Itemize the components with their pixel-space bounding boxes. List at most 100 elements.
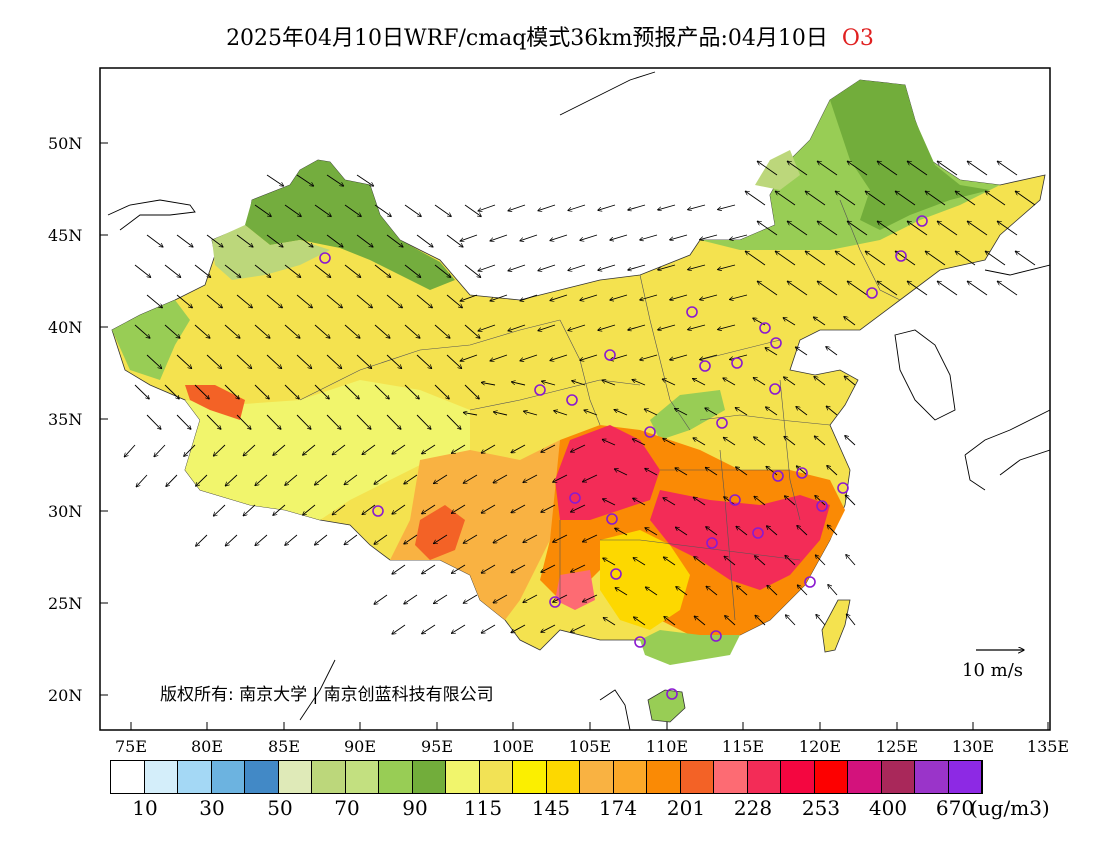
wind-arrow-icon — [434, 474, 448, 484]
station-circle-icon — [895, 250, 907, 262]
wind-arrow-icon — [255, 474, 268, 486]
wind-arrow-icon — [254, 324, 270, 338]
wind-arrow-icon — [176, 414, 191, 429]
wind-arrow-icon — [877, 281, 898, 296]
wind-arrow-icon — [827, 525, 838, 536]
zone-red-sichuan — [555, 425, 660, 520]
wind-arrow-icon — [572, 381, 586, 386]
colorbar — [110, 760, 983, 794]
lon-label-105e: 105E — [568, 737, 612, 756]
wind-arrow-icon — [481, 564, 496, 573]
wind-arrow-icon — [553, 594, 568, 602]
colorbar-swatch — [446, 761, 480, 793]
wind-arrow-icon — [603, 558, 616, 566]
wind-arrow-icon — [404, 594, 418, 604]
wind-arrow-icon — [464, 264, 481, 277]
wind-arrow-icon — [196, 474, 208, 486]
wind-arrow-icon — [664, 617, 676, 626]
wind-arrow-icon — [997, 221, 1018, 236]
wind-arrow-icon — [736, 526, 748, 536]
wind-arrow-icon — [847, 161, 868, 176]
wind-arrow-icon — [817, 221, 838, 236]
colorbar-swatch — [144, 761, 178, 793]
lon-label-120e: 120E — [798, 737, 842, 756]
zone-orange-southwest — [390, 440, 570, 620]
wind-arrow-icon — [835, 191, 856, 206]
province-boundaries — [299, 199, 901, 621]
wind-arrow-icon — [663, 438, 676, 446]
wind-arrow-icon — [602, 439, 616, 446]
wind-arrow-icon — [670, 234, 688, 240]
wind-arrow-icon — [583, 534, 598, 542]
wind-arrow-icon — [416, 354, 432, 369]
station-circle-icon — [686, 306, 698, 318]
wind-arrow-icon — [663, 557, 676, 566]
lat-label-30n: 30N — [48, 502, 83, 521]
wind-arrow-icon — [757, 221, 778, 236]
wind-arrow-icon — [176, 294, 192, 308]
wind-arrows — [124, 161, 1036, 634]
wind-arrow-icon — [404, 534, 418, 544]
wind-arrow-icon — [463, 534, 478, 543]
wind-arrow-icon — [303, 504, 316, 515]
wind-arrow-icon — [583, 474, 598, 482]
wind-arrow-icon — [797, 585, 808, 596]
wind-arrow-icon — [784, 496, 796, 506]
wind-arrow-icon — [603, 499, 616, 506]
lon-label-135e: 135E — [1026, 737, 1070, 756]
wind-arrow-icon — [266, 414, 281, 429]
wind-arrow-icon — [997, 161, 1018, 176]
wind-arrow-icon — [266, 174, 284, 186]
wind-arrow-icon — [828, 585, 838, 596]
station-circle-icon — [604, 349, 616, 361]
wind-arrow-icon — [814, 377, 826, 386]
wind-arrow-icon — [478, 264, 496, 271]
station-circle-icon — [549, 596, 561, 608]
lon-label-95e: 95E — [420, 737, 454, 756]
wind-arrow-icon — [481, 444, 496, 453]
wind-arrow-icon — [845, 495, 856, 506]
wind-arrow-icon — [490, 234, 508, 241]
wind-arrow-icon — [745, 191, 766, 206]
wind-arrow-icon — [846, 555, 856, 566]
wind-arrow-icon — [206, 354, 222, 369]
station-circle-icon — [666, 688, 678, 700]
lat-label-35n: 35N — [48, 410, 83, 429]
wind-arrow-icon — [374, 264, 391, 277]
colorbar-swatch — [312, 761, 346, 793]
wind-arrow-icon — [416, 414, 431, 429]
wind-arrow-icon — [404, 264, 421, 277]
wind-arrow-icon — [254, 384, 269, 399]
station-circle-icon — [759, 322, 771, 334]
wind-arrow-icon — [164, 384, 179, 399]
colorbar-label-10: 10 — [132, 796, 158, 820]
wind-arrow-icon — [478, 324, 496, 331]
station-circle-icon — [610, 568, 622, 580]
colorbar-swatch — [479, 761, 513, 793]
wind-arrow-icon — [767, 585, 778, 596]
wind-arrow-icon — [508, 204, 526, 211]
wind-arrow-icon — [787, 161, 808, 176]
wind-arrow-icon — [844, 317, 856, 326]
wind-arrow-icon — [755, 556, 766, 566]
wind-arrow-icon — [846, 614, 856, 626]
indochina-coast — [299, 659, 631, 730]
wind-arrow-icon — [632, 439, 646, 446]
wind-arrow-icon — [511, 504, 526, 513]
zone-lightgreen-north — [755, 150, 800, 190]
lon-label-115e: 115E — [721, 737, 765, 756]
wind-arrow-icon — [571, 444, 586, 452]
wind-arrow-icon — [736, 467, 748, 476]
station-markers — [319, 215, 928, 700]
wind-arrow-icon — [1015, 191, 1036, 206]
wind-arrow-icon — [236, 354, 252, 369]
station-circle-icon — [804, 576, 816, 588]
wind-arrow-icon — [404, 384, 419, 399]
copyright-text: 版权所有: 南京大学 | 南京创蓝科技有限公司 — [160, 685, 494, 705]
wind-arrow-icon — [164, 264, 181, 277]
wind-arrow-icon — [766, 526, 778, 536]
wind-arrow-icon — [718, 324, 736, 330]
colorbar-swatch — [245, 761, 279, 793]
wind-arrow-icon — [775, 251, 796, 266]
map-body — [107, 71, 1050, 730]
